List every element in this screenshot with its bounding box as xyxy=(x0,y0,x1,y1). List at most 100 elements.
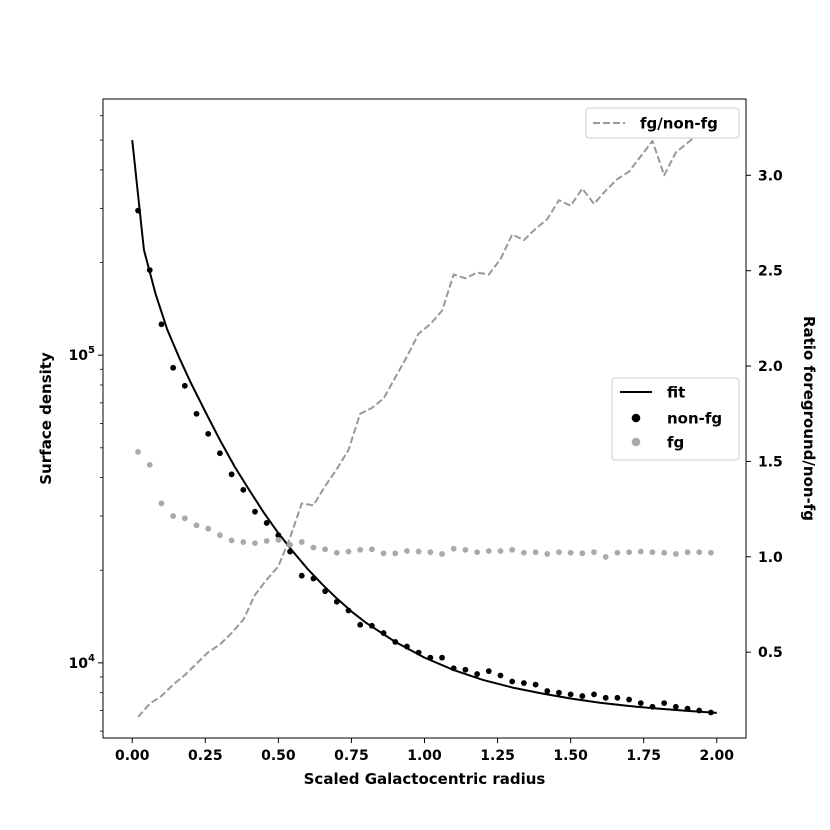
y2-tick-label: 3.0 xyxy=(758,168,783,184)
y2-tick-label: 2.0 xyxy=(758,359,783,375)
non-fg-point xyxy=(497,672,504,679)
non-fg-point xyxy=(368,622,375,629)
fg-point xyxy=(544,551,551,557)
x-axis-title: Scaled Galactocentric radius xyxy=(304,770,546,788)
non-fg-point xyxy=(556,689,562,696)
fg-point xyxy=(217,532,223,539)
fg-point xyxy=(532,549,539,556)
x-tick-label: 0.50 xyxy=(261,748,296,764)
non-fg-point xyxy=(591,691,597,698)
non-fg-point xyxy=(252,508,258,515)
x-tick-label: 1.00 xyxy=(407,748,442,764)
non-fg-point xyxy=(205,430,212,437)
legend-fg-label: fg xyxy=(667,434,684,452)
legend-main: fit non-fg fg xyxy=(611,377,740,461)
legend-ratio: fg/non-fg xyxy=(585,107,740,139)
non-fg-point xyxy=(708,709,714,716)
y2-tick-label: 0.5 xyxy=(758,645,783,661)
non-fg-point xyxy=(415,649,422,656)
non-fg-point xyxy=(345,607,352,614)
non-fg-point xyxy=(567,691,574,698)
non-fg-point xyxy=(135,207,141,214)
y-axis-title: Surface density xyxy=(37,352,55,485)
non-fg-point xyxy=(170,364,177,371)
fg-point xyxy=(509,546,516,553)
fg-point xyxy=(684,549,691,556)
legend-ratio-label: fg/non-fg xyxy=(640,115,718,133)
non-fg-point xyxy=(696,707,703,714)
non-fg-point xyxy=(474,671,481,677)
legend-non-fg-label: non-fg xyxy=(667,410,722,428)
non-fg-point xyxy=(193,410,200,417)
fg-point xyxy=(368,546,375,553)
fg-point xyxy=(649,549,656,556)
non-fg-point xyxy=(298,572,305,579)
non-fg-point xyxy=(579,693,586,699)
fg-point xyxy=(357,546,364,553)
fit-line xyxy=(131,139,717,714)
fg-point xyxy=(462,546,469,553)
fg-point xyxy=(485,548,492,554)
x-tick-label: 2.00 xyxy=(699,748,734,764)
x-tick-label: 1.75 xyxy=(626,748,661,764)
fg-point xyxy=(193,522,200,529)
fg-point xyxy=(637,548,644,555)
fg-point xyxy=(591,549,597,556)
fg-point xyxy=(228,537,235,544)
non-fg-point xyxy=(450,665,457,672)
non-fg-point xyxy=(392,638,399,645)
series-layer xyxy=(131,121,717,718)
fg-point xyxy=(450,545,457,552)
fg-point xyxy=(345,548,352,555)
fg-point xyxy=(579,550,586,557)
fg-point xyxy=(170,513,177,519)
fg-point xyxy=(497,548,504,554)
fg-point xyxy=(252,540,258,547)
fg-point xyxy=(474,549,481,556)
non-fg-point xyxy=(322,588,329,595)
non-fg-point xyxy=(380,630,387,636)
y-tick-label: 105 xyxy=(69,345,95,364)
non-fg-point xyxy=(427,654,434,661)
fg-point xyxy=(708,549,714,556)
fg-point xyxy=(415,548,422,555)
fg-point xyxy=(240,539,247,545)
non-fg-point xyxy=(520,680,527,686)
fg-point xyxy=(602,554,609,560)
legend-ratio-box xyxy=(585,107,740,139)
non-fg-point xyxy=(158,321,165,328)
x-tick-label: 0.25 xyxy=(188,748,223,764)
y2-axis-title: Ratio foreground/non-fg xyxy=(800,316,818,521)
x-tick-label: 1.50 xyxy=(553,748,588,764)
fg-point xyxy=(696,549,703,556)
fg-point xyxy=(146,461,153,468)
fg-point xyxy=(158,500,165,507)
legend-fg-swatch xyxy=(631,437,641,447)
fg-point xyxy=(181,515,188,522)
legend-fit-label: fit xyxy=(667,384,685,402)
x-tick-label: 0.00 xyxy=(115,748,150,764)
y-tick-label: 104 xyxy=(69,653,95,672)
fg-point xyxy=(661,549,668,556)
fg-point xyxy=(298,539,305,545)
fg-point xyxy=(135,448,141,455)
fg-point xyxy=(626,549,632,556)
non-fg-point xyxy=(684,705,691,712)
fg-point xyxy=(205,525,212,532)
non-fg-point xyxy=(509,678,516,685)
non-fg-point xyxy=(333,598,340,605)
non-fg-point xyxy=(649,703,656,710)
fg-point xyxy=(404,548,410,554)
fg-point xyxy=(556,549,562,556)
fg-point xyxy=(322,546,329,553)
non-fg-point xyxy=(263,520,270,526)
fg-point xyxy=(614,549,621,556)
fg-point xyxy=(333,549,340,556)
non-fg-point xyxy=(485,668,492,675)
y2-tick-label: 2.5 xyxy=(758,264,783,280)
axes-layer: 0.00 0.25 0.50 0.75 1.00 1.25 1.50 1.75 2.00 104 1… xyxy=(69,115,783,764)
non-fg-point xyxy=(661,700,668,707)
non-fg-point xyxy=(602,694,609,701)
fg-point xyxy=(310,544,317,551)
non-fg-point xyxy=(275,532,282,539)
